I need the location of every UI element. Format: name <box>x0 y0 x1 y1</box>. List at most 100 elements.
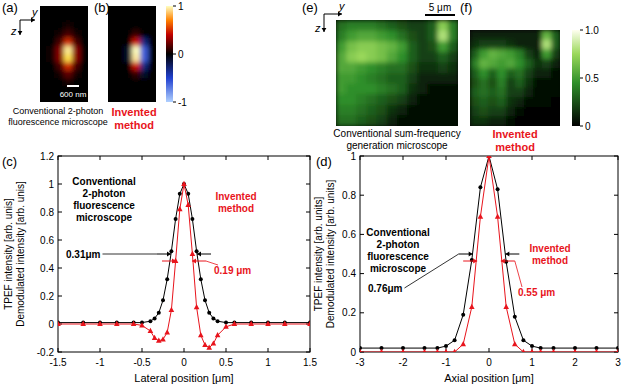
cell <box>64 22 73 31</box>
cell <box>108 6 117 15</box>
fwhm-label: 0.31μm <box>66 249 101 260</box>
cell <box>140 86 149 95</box>
cell <box>551 68 560 78</box>
colorbar-tick <box>173 102 176 103</box>
cell <box>488 88 498 98</box>
axis-arrow-z-head <box>322 28 327 32</box>
series-label-line: microscope <box>76 212 133 223</box>
x-tick <box>58 348 59 352</box>
cell <box>116 78 125 87</box>
marker <box>615 349 618 352</box>
y-axis-label: TPEF intensity [arb. unis] <box>3 198 14 310</box>
axis-arrow-z <box>322 14 327 32</box>
y-axis-label: Demodulated intensity [arb. units] <box>325 180 336 329</box>
cell <box>140 38 149 47</box>
cell <box>524 40 534 50</box>
cell <box>479 68 489 78</box>
cell <box>551 49 560 59</box>
cell <box>148 54 156 63</box>
marker <box>195 249 199 253</box>
cell <box>346 73 357 84</box>
fwhm-arrow-head <box>473 259 477 264</box>
cell <box>132 70 141 79</box>
y-tick-label: 0.2 <box>40 291 54 302</box>
cell <box>148 62 156 71</box>
cell <box>524 59 534 69</box>
y-axis-label: Demodulated intensity [arb. unis] <box>15 181 26 327</box>
cell <box>470 59 480 69</box>
cell <box>542 97 552 107</box>
marker <box>594 349 600 352</box>
cell <box>140 78 149 87</box>
marker <box>211 316 215 320</box>
cell <box>80 70 88 79</box>
cell <box>479 40 489 50</box>
cell <box>417 115 428 126</box>
cell <box>479 97 489 107</box>
cell <box>72 46 81 55</box>
cell <box>116 62 125 71</box>
cell <box>470 40 480 50</box>
cell <box>497 97 507 107</box>
cell <box>72 14 81 23</box>
cell <box>124 46 133 55</box>
cell <box>524 88 534 98</box>
cell <box>40 46 49 55</box>
cell <box>80 54 88 63</box>
axis-arrow-y <box>324 12 342 17</box>
marker <box>185 202 191 207</box>
panel-label: (f) <box>460 0 472 15</box>
y-tick <box>614 156 618 157</box>
cell <box>140 14 149 23</box>
cell <box>132 46 141 55</box>
cell <box>417 94 428 105</box>
cell <box>108 30 117 39</box>
series-label-line: 2-photon <box>377 239 420 250</box>
cell <box>132 22 141 31</box>
x-tick <box>100 348 101 352</box>
series-line <box>58 184 310 323</box>
cell <box>497 116 507 126</box>
cell <box>428 94 439 105</box>
x-tick <box>310 348 311 352</box>
marker <box>232 321 238 326</box>
caption-line: Conventional sum-frequency <box>333 128 460 139</box>
cell <box>542 59 552 69</box>
cell <box>524 78 534 88</box>
cell <box>48 78 57 87</box>
cell <box>533 68 543 78</box>
fwhm-arrow-head <box>192 259 196 264</box>
cell <box>397 41 408 52</box>
y-tick <box>360 234 364 235</box>
y-tick <box>58 296 62 297</box>
cell <box>72 6 81 15</box>
cell <box>356 73 367 84</box>
cell <box>488 116 498 126</box>
marker <box>469 304 475 309</box>
y-tick <box>58 184 62 185</box>
cell <box>377 20 388 31</box>
axis-direction-label: z <box>10 25 17 37</box>
cell <box>506 68 516 78</box>
cell <box>377 84 388 95</box>
cell <box>387 62 398 73</box>
marker <box>181 181 187 186</box>
cell <box>428 105 439 116</box>
cell <box>397 31 408 42</box>
marker <box>169 249 173 253</box>
cell <box>377 105 388 116</box>
panel-label: (d) <box>316 154 332 169</box>
cell <box>377 41 388 52</box>
cell <box>72 62 81 71</box>
cell <box>346 84 357 95</box>
cell <box>542 49 552 59</box>
cell <box>64 30 73 39</box>
cell <box>132 38 141 47</box>
marker <box>97 321 103 326</box>
cell <box>524 49 534 59</box>
fwhm-label: 0.76μm <box>368 283 403 294</box>
cell <box>148 70 156 79</box>
cell <box>533 49 543 59</box>
colorbar-tick-label: -1 <box>178 97 187 108</box>
caption-line: method <box>495 141 535 153</box>
